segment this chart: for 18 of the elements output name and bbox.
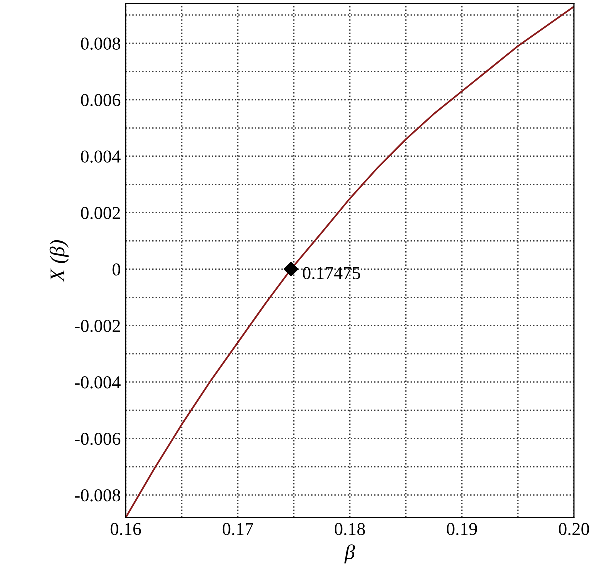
x-axis-title: β (344, 544, 356, 564)
y-tick-label: -0.004 (75, 376, 121, 389)
y-tick-label: 0.004 (81, 150, 121, 163)
y-tick-label: 0.002 (81, 207, 120, 220)
y-tick-label: -0.008 (75, 489, 120, 502)
x-tick-label: 0.18 (334, 523, 366, 536)
y-tick-label: 0 (112, 264, 120, 276)
y-tick-label: 0.008 (81, 38, 120, 50)
x-tick-label: 0.20 (559, 523, 590, 536)
y-axis-title: X (β) (50, 240, 69, 283)
x-tick-label: 0.19 (447, 523, 478, 536)
x-tick-label: 0.17 (222, 523, 254, 536)
y-tick-label: -0.002 (75, 320, 120, 332)
x-tick-label: 0.16 (110, 523, 142, 536)
annotation: 0.17475 (303, 267, 360, 280)
line-series (126, 6, 574, 518)
y-tick-label: 0.006 (81, 94, 121, 106)
y-tick-label: -0.006 (75, 433, 121, 446)
